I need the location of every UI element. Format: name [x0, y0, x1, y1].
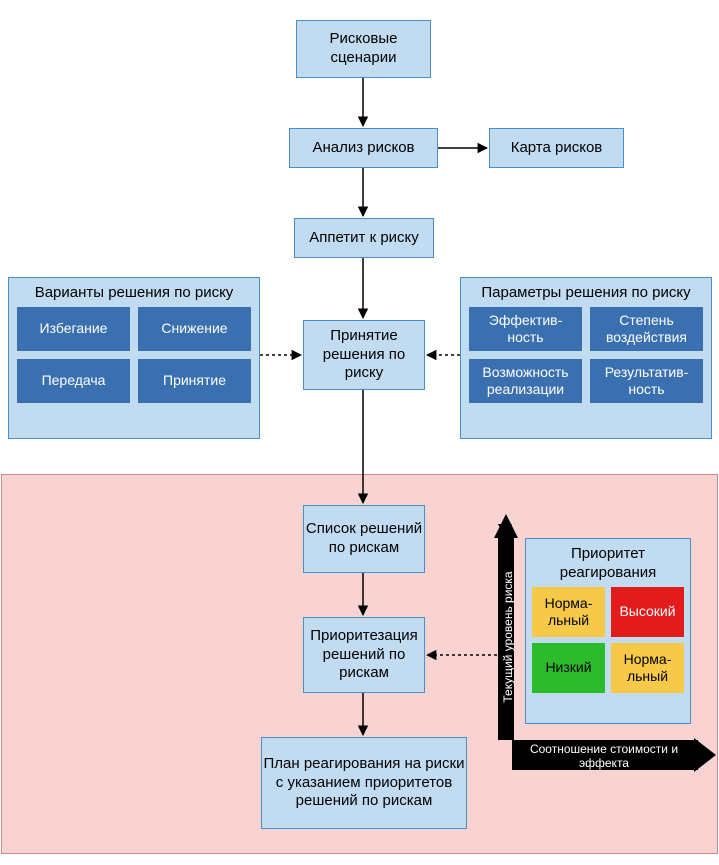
- priority-panel-title: Приоритет реагирования: [526, 539, 690, 587]
- left-panel: Варианты решения по риску Избегание Сниж…: [8, 277, 260, 439]
- y-axis-label: Текущий уровень риска: [501, 542, 515, 732]
- left-cell-3-label: Принятие: [163, 372, 226, 389]
- right-cell-2-label: Возможность реализации: [473, 364, 578, 398]
- priority-cell-2: Низкий: [532, 643, 605, 693]
- node-decision-label: Принятие решения по риску: [304, 327, 424, 383]
- right-cell-1-label: Степень воздействия: [594, 312, 699, 346]
- right-cell-3: Результатив- ность: [590, 359, 703, 403]
- priority-panel-title-text: Приоритет реагирования: [560, 545, 657, 581]
- node-plan: План реагирования на риски с указанием п…: [261, 737, 467, 829]
- priority-cell-3: Норма- льный: [611, 643, 684, 693]
- right-cell-1: Степень воздействия: [590, 307, 703, 351]
- left-cell-1: Снижение: [138, 307, 251, 351]
- priority-cell-1: Высокий: [611, 587, 684, 637]
- y-axis-label-text: Текущий уровень риска: [501, 571, 515, 702]
- node-decision: Принятие решения по риску: [303, 320, 425, 390]
- left-cell-3: Принятие: [138, 359, 251, 403]
- node-riskmap: Карта рисков: [489, 128, 624, 168]
- left-cell-1-label: Снижение: [161, 320, 227, 337]
- priority-panel: Приоритет реагирования Норма- льный Высо…: [525, 538, 691, 724]
- node-analysis-label: Анализ рисков: [312, 139, 414, 158]
- node-list-label: Список решений по рискам: [304, 520, 424, 558]
- left-cell-0: Избегание: [17, 307, 130, 351]
- priority-cell-3-label: Норма- льный: [624, 651, 672, 685]
- priority-cell-0-label: Норма- льный: [545, 595, 593, 629]
- node-riskmap-label: Карта рисков: [511, 139, 603, 158]
- node-analysis: Анализ рисков: [289, 128, 438, 168]
- right-cell-2: Возможность реализации: [469, 359, 582, 403]
- right-panel-title-text: Параметры решения по риску: [481, 284, 690, 301]
- node-appetite: Аппетит к риску: [294, 218, 434, 258]
- right-panel-title: Параметры решения по риску: [461, 278, 711, 307]
- priority-cell-0: Норма- льный: [532, 587, 605, 637]
- left-panel-title-text: Варианты решения по риску: [35, 284, 234, 301]
- node-appetite-label: Аппетит к риску: [309, 229, 419, 248]
- left-cell-2: Передача: [17, 359, 130, 403]
- node-priorit-label: Приоритезация решений по рискам: [304, 627, 424, 683]
- priority-cell-2-label: Низкий: [545, 659, 591, 676]
- node-plan-label: План реагирования на риски с указанием п…: [262, 755, 466, 811]
- right-cell-3-label: Результатив- ность: [605, 364, 689, 398]
- node-priorit: Приоритезация решений по рискам: [303, 617, 425, 693]
- left-panel-title: Варианты решения по риску: [9, 278, 259, 307]
- x-axis-label-text: Соотношение стоимости и эффекта: [530, 742, 678, 770]
- right-cell-0: Эффектив- ность: [469, 307, 582, 351]
- right-panel: Параметры решения по риску Эффектив- нос…: [460, 277, 712, 439]
- left-cell-0-label: Избегание: [40, 320, 108, 337]
- priority-cell-1-label: Высокий: [619, 603, 675, 620]
- right-cell-0-label: Эффектив- ность: [489, 312, 563, 346]
- left-cell-2-label: Передача: [42, 372, 106, 389]
- x-axis-label: Соотношение стоимости и эффекта: [514, 740, 694, 771]
- node-scenario: Рисковые сценарии: [296, 20, 431, 78]
- node-scenario-label: Рисковые сценарии: [297, 30, 430, 68]
- node-list: Список решений по рискам: [303, 505, 425, 573]
